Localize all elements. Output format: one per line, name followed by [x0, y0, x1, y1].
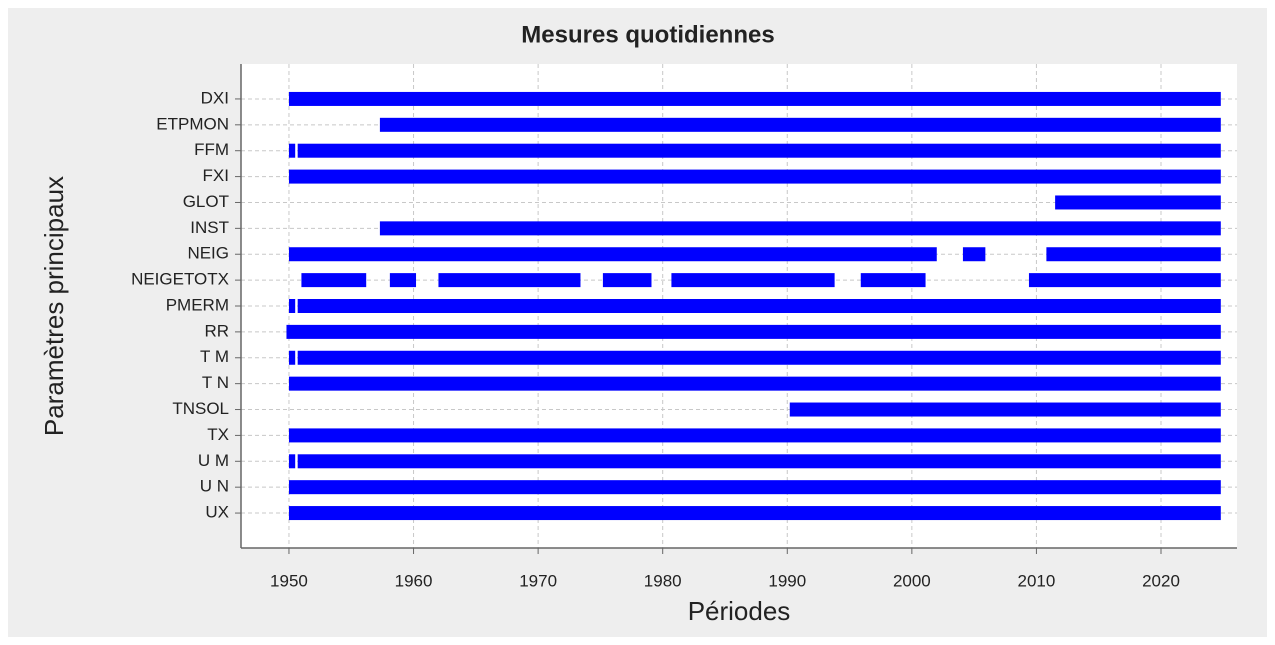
- bar: [288, 428, 1221, 443]
- x-axis-title: Périodes: [688, 596, 791, 626]
- x-tick-label: 1980: [644, 571, 682, 590]
- bar: [379, 221, 1221, 236]
- bar: [288, 350, 296, 365]
- y-tick-label: FFM: [194, 140, 229, 159]
- bar: [288, 143, 296, 158]
- bar: [860, 273, 926, 288]
- bar: [602, 273, 652, 288]
- bar: [1046, 247, 1221, 262]
- bar: [962, 247, 986, 262]
- chart-title: Mesures quotidiennes: [521, 21, 774, 48]
- bar: [297, 350, 1221, 365]
- y-tick-label: PMERM: [166, 295, 229, 314]
- y-tick-label: DXI: [201, 88, 229, 107]
- y-tick-label: U N: [200, 477, 229, 496]
- y-tick-label: NEIGETOTX: [131, 270, 229, 289]
- y-tick-label: TNSOL: [172, 399, 229, 418]
- y-tick-label: RR: [204, 321, 229, 340]
- bar: [297, 299, 1221, 313]
- bar: [288, 169, 1221, 184]
- y-tick-label: ETPMON: [156, 114, 229, 133]
- y-tick-label: NEIG: [187, 244, 229, 263]
- x-tick-label: 1950: [270, 571, 308, 590]
- bar: [438, 273, 581, 288]
- bar: [297, 143, 1221, 158]
- y-tick-label: INST: [190, 218, 229, 237]
- x-tick-label: 1970: [519, 571, 557, 590]
- bar: [389, 273, 417, 288]
- x-tick-label: 2010: [1018, 571, 1056, 590]
- bar: [288, 506, 1221, 521]
- marks: [286, 91, 1221, 521]
- bar: [671, 273, 835, 288]
- bar: [1055, 195, 1221, 210]
- bar: [297, 454, 1221, 469]
- y-tick-label: T M: [200, 347, 229, 366]
- x-tick-label: 2000: [893, 571, 931, 590]
- bar: [288, 247, 937, 262]
- bar: [288, 299, 296, 313]
- bar: [288, 480, 1221, 495]
- y-tick-label: TX: [207, 425, 229, 444]
- bar: [1028, 273, 1221, 288]
- bar: [288, 376, 1221, 391]
- y-tick-label: U M: [198, 451, 229, 470]
- x-tick-label: 1960: [395, 571, 433, 590]
- y-axis-title: Paramètres principaux: [39, 176, 69, 436]
- bar: [288, 91, 1221, 106]
- bar: [286, 324, 1221, 339]
- y-tick-label: T N: [202, 373, 229, 392]
- bar: [789, 402, 1221, 417]
- y-tick-label: GLOT: [183, 192, 229, 211]
- x-tick-label: 2020: [1142, 571, 1180, 590]
- y-tick-label: UX: [205, 503, 229, 522]
- y-tick-label: FXI: [203, 166, 229, 185]
- x-tick-label: 1990: [768, 571, 806, 590]
- bar: [379, 117, 1221, 132]
- bar: [288, 454, 296, 469]
- bar: [301, 273, 367, 288]
